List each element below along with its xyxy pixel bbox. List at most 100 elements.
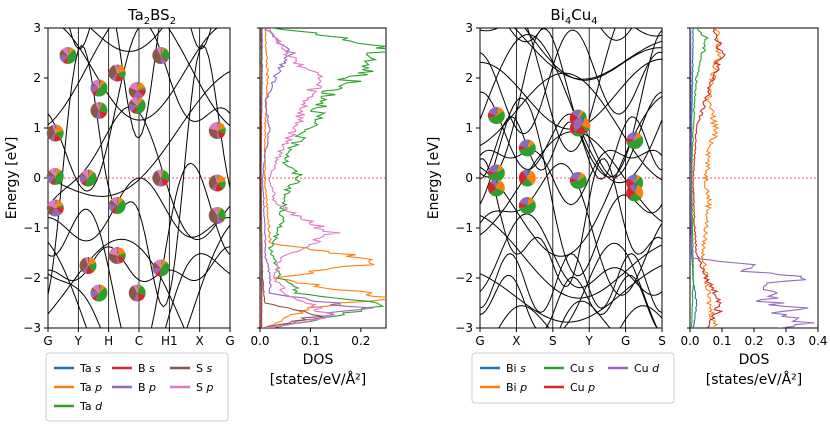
right-pie-slice (496, 107, 504, 116)
left-pie-slice (129, 82, 138, 91)
left-pie-slice (46, 170, 56, 177)
left-ytick-label: 0 (33, 171, 41, 185)
right-ktick-label: G (621, 334, 630, 348)
left-pie-slice (217, 130, 220, 140)
right-pie-slice (527, 139, 530, 148)
left-ytick-label: 1 (33, 121, 41, 135)
left-pie-slice (79, 257, 89, 273)
dos-right-xtick-label: 0.0 (680, 334, 699, 348)
left-pie-slice (92, 284, 99, 293)
right-pie-slice (490, 188, 505, 197)
left-pie-slice (159, 261, 170, 277)
right-bands (480, 28, 662, 328)
left-pie-marker (128, 97, 146, 115)
legend-label: Cu d (634, 362, 660, 375)
left-pie-slice (160, 48, 170, 61)
left-pie-slice (55, 204, 64, 208)
left-pie-slice (61, 47, 69, 56)
left-pie-marker (152, 46, 170, 65)
dos-left-xtick-label: 0.0 (250, 334, 269, 348)
left-pie-slice (98, 79, 106, 88)
dos-left-dos-ta-d (267, 28, 386, 328)
legend-left: Ta s Ta p Ta d B s B p S s S p (45, 352, 229, 422)
left-pie-marker (208, 122, 226, 140)
left-pie-slice (117, 197, 124, 206)
left-pie-marker (46, 124, 64, 142)
right-pie-slice (626, 135, 644, 150)
left-pie-slice (217, 208, 226, 221)
left-pie-slice (152, 170, 161, 187)
right-pie-slice (519, 143, 536, 157)
right-pie-slice (496, 179, 505, 192)
right-pie-slice (518, 202, 528, 209)
left-pie-slice (108, 64, 118, 80)
dos-xlabel-left-1: DOS (303, 352, 334, 368)
right-pie-slice (581, 117, 585, 126)
left-ytick-label: 3 (33, 21, 41, 35)
left-ktick-label: G (225, 334, 234, 348)
left-pie-slice (131, 105, 138, 114)
right-pie-slice (527, 139, 535, 148)
left-pie-slice (117, 255, 126, 264)
left-pie-slice (212, 207, 218, 216)
left-pie-slice (88, 169, 90, 178)
left-pie-slice (152, 262, 161, 269)
left-pie-slice (158, 178, 163, 187)
left-pie-slice (46, 204, 56, 216)
left-pie-slice (208, 128, 218, 139)
dos-left-xtick-label: 0.1 (301, 334, 320, 348)
right-pie-slice (571, 109, 579, 118)
right-ytick-label: 3 (465, 21, 473, 35)
right-pie-slice (496, 179, 499, 188)
left-pie-slice (152, 268, 161, 275)
left-pie-marker (152, 169, 170, 187)
left-pie-slice (98, 110, 108, 119)
left-ytick-label: −1 (23, 221, 41, 235)
left-pie-slice (128, 285, 138, 302)
left-pie-slice (95, 82, 108, 97)
legend-label: Bi s (506, 362, 526, 375)
left-pie-slice (117, 71, 126, 80)
left-pie-slice (79, 175, 89, 184)
legend-label: Cu p (570, 381, 595, 394)
left-pie-slice (68, 47, 74, 56)
right-pie-marker (487, 164, 505, 182)
left-pie-slice (90, 290, 99, 299)
left-pie-slice (55, 124, 64, 133)
right-band-line (559, 300, 611, 328)
left-pie-slice (160, 169, 163, 178)
left-pie-slice (157, 169, 161, 178)
right-band-line (480, 274, 658, 328)
left-pie-slice (137, 293, 146, 302)
left-pie-slice (90, 287, 99, 293)
right-ktick-label: S (658, 334, 666, 348)
left-pie-slice (160, 170, 170, 181)
right-pie-slice (578, 172, 581, 181)
right-pie-slice (629, 184, 635, 193)
left-pie-slice (217, 206, 219, 216)
left-pie-slice (217, 127, 226, 134)
left-pie-slice (135, 99, 146, 115)
right-pie-slice (487, 112, 497, 119)
right-band-line (563, 242, 658, 328)
left-pie-slice (155, 268, 161, 277)
left-pie-slice (128, 87, 138, 99)
left-pie-marker (79, 257, 97, 275)
left-ktick-label: C (135, 334, 143, 348)
legend-label: Ta s (79, 362, 101, 375)
left-pie-slice (152, 48, 162, 65)
right-pie-slice (496, 164, 504, 173)
title-right: Bi4Cu4 (550, 6, 597, 27)
left-pie-slice (50, 176, 56, 185)
left-ktick-label: H (104, 334, 113, 348)
dos-right-xtick-label: 0.2 (744, 334, 763, 348)
left-pie-slice (114, 64, 118, 73)
right-pie-slice (626, 137, 635, 144)
right-band-line (480, 162, 662, 296)
left-pie-slice (133, 284, 138, 293)
left-pie-slice (67, 49, 77, 64)
left-pie-slice (55, 199, 64, 208)
right-pie-slice (634, 174, 637, 183)
left-pie-marker (108, 247, 126, 265)
